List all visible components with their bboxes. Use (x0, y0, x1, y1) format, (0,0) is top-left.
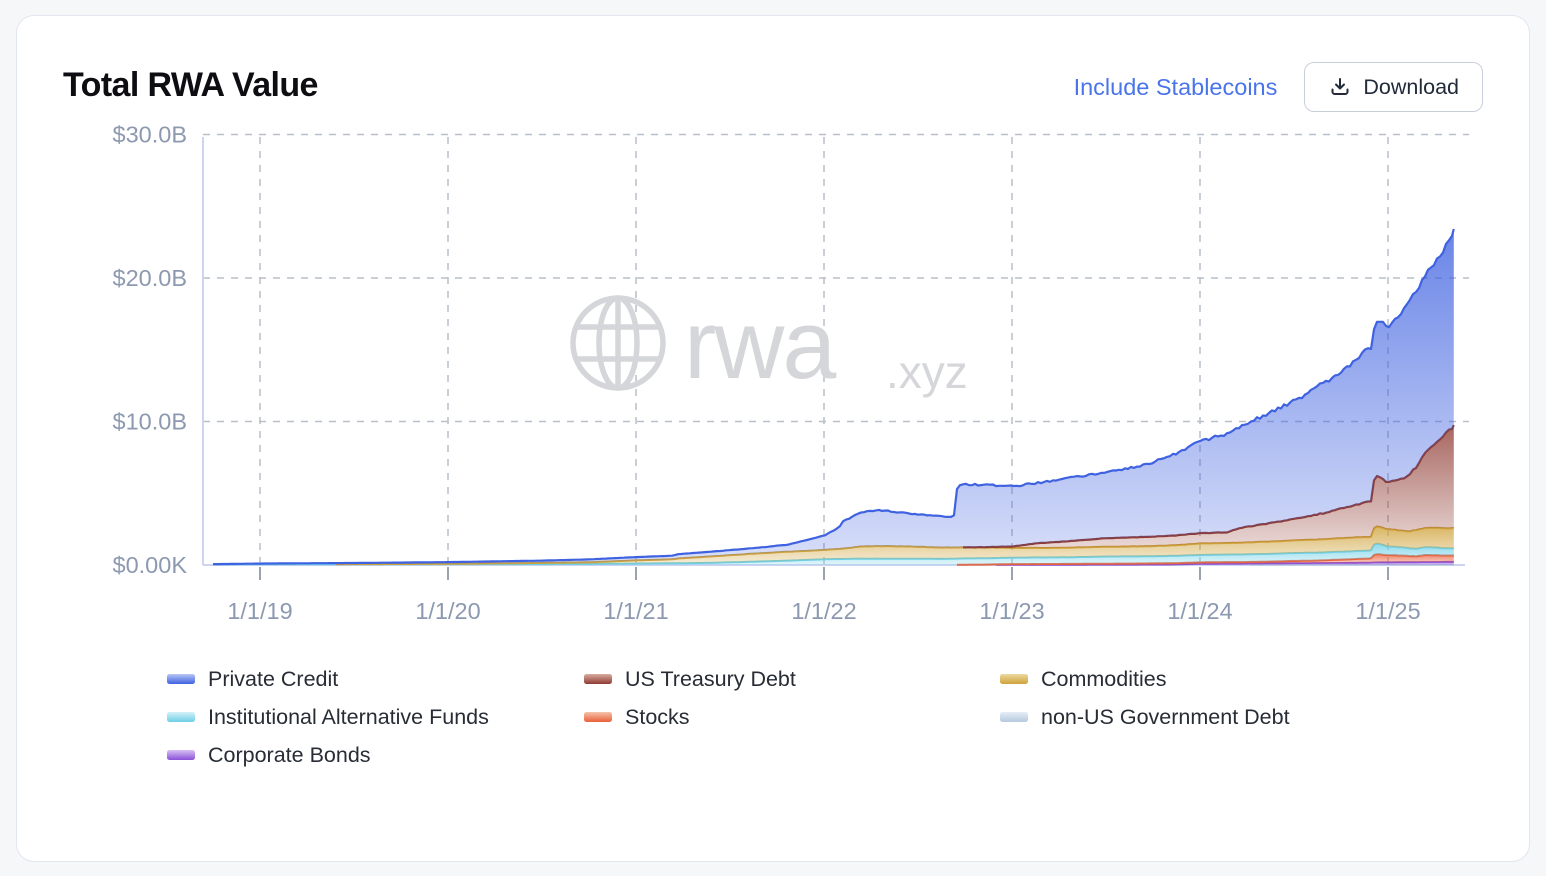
legend-item-private-credit[interactable]: Private Credit (167, 660, 584, 698)
x-axis-label: 1/1/21 (603, 598, 668, 624)
series-area-us_treasury_debt (963, 425, 1454, 548)
download-icon (1328, 75, 1352, 99)
svg-text:rwa: rwa (684, 290, 836, 399)
y-axis-label: $10.0B (113, 409, 187, 435)
chart-card: Total RWA Value Include Stablecoins Down… (16, 15, 1530, 862)
include-stablecoins-link[interactable]: Include Stablecoins (1073, 73, 1278, 100)
legend-swatch-us-treasury-debt (584, 674, 612, 684)
y-axis-label: $30.0B (113, 122, 187, 148)
series-area-corporate_bonds (996, 561, 1454, 565)
series-area-stocks (957, 554, 1454, 565)
download-button[interactable]: Download (1304, 62, 1483, 112)
legend-swatch-private-credit (167, 674, 195, 684)
page-title: Total RWA Value (63, 66, 318, 104)
series-area-private_credit (213, 229, 1454, 565)
axis-labels: $0.00K $10.0B $20.0B $30.0B 1/1/19 1/1/20 1/1/… (113, 122, 1421, 625)
legend-label: Institutional Alternative Funds (208, 704, 489, 729)
legend-item-us-treasury-debt[interactable]: US Treasury Debt (584, 660, 1000, 698)
legend-swatch-corporate-bonds (167, 750, 195, 760)
legend-label: Commodities (1041, 666, 1167, 691)
rwa-xyz-watermark: rwa .xyz (570, 290, 968, 399)
x-axis-label: 1/1/24 (1167, 598, 1232, 624)
series-line-private_credit (213, 228, 1455, 566)
series-area-institutional_alternative_funds (213, 543, 1454, 565)
legend-item-corporate-bonds[interactable]: Corporate Bonds (167, 736, 584, 774)
legend-label: US Treasury Debt (625, 666, 796, 691)
series-area-commodities (336, 526, 1454, 565)
legend-label: Private Credit (208, 666, 339, 691)
x-axis-label: 1/1/23 (979, 598, 1044, 624)
total-rwa-value-chart[interactable]: rwa .xyz $0.00K $10.0B $20.0B $30.0B 1/1/19 1/1… (17, 16, 1529, 656)
x-axis-label: 1/1/22 (791, 598, 856, 624)
legend-item-commodities[interactable]: Commodities (1000, 660, 1290, 698)
legend-column-3: Commodities non-US Government Debt (1000, 660, 1290, 774)
y-axis-label: $20.0B (113, 265, 187, 291)
download-button-label: Download (1363, 74, 1459, 99)
legend-item-non-us-government-debt[interactable]: non-US Government Debt (1000, 698, 1290, 736)
legend-column-2: US Treasury Debt Stocks (584, 660, 1000, 774)
y-axis-label: $0.00K (113, 552, 188, 578)
legend-label: Corporate Bonds (208, 742, 371, 767)
legend-item-stocks[interactable]: Stocks (584, 698, 1000, 736)
legend-label: Stocks (625, 704, 690, 729)
x-axis-label: 1/1/19 (227, 598, 292, 624)
legend-swatch-commodities (1000, 674, 1028, 684)
x-axis-label: 1/1/25 (1355, 598, 1420, 624)
legend-swatch-institutional-alternative-funds (167, 712, 195, 722)
legend-label: non-US Government Debt (1041, 704, 1290, 729)
svg-text:.xyz: .xyz (886, 346, 968, 398)
legend-swatch-non-us-government-debt (1000, 712, 1028, 722)
x-axis-label: 1/1/20 (415, 598, 480, 624)
header-controls: Include Stablecoins Download (1074, 62, 1483, 112)
legend-swatch-stocks (584, 712, 612, 722)
chart-legend: Private Credit Institutional Alternative… (167, 660, 1290, 774)
legend-column-1: Private Credit Institutional Alternative… (167, 660, 584, 774)
legend-item-institutional-alternative-funds[interactable]: Institutional Alternative Funds (167, 698, 584, 736)
